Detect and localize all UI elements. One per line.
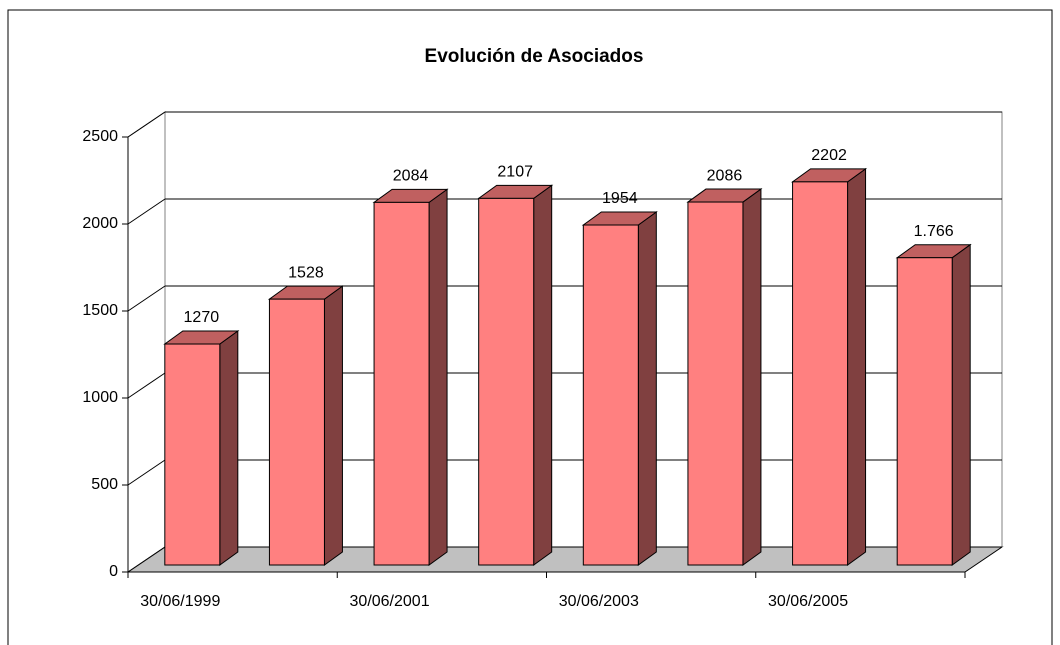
data-label: 1.766	[914, 223, 954, 240]
bar-side	[323, 285, 343, 566]
data-label: 2084	[393, 168, 429, 185]
y-tick-label: 500	[91, 476, 118, 493]
bar-side	[847, 167, 867, 566]
bar	[896, 257, 953, 566]
x-tick-label: 30/06/2003	[559, 593, 639, 610]
bar	[373, 201, 430, 566]
grid-line	[127, 111, 166, 138]
grid-line	[127, 198, 166, 225]
bar	[268, 298, 325, 566]
bar-side	[637, 211, 657, 566]
bar-side	[219, 330, 239, 566]
bar	[582, 224, 639, 566]
y-tick-label: 1500	[82, 302, 118, 319]
bar	[478, 197, 535, 566]
x-tick-label: 30/06/1999	[140, 593, 220, 610]
y-tick-label: 2000	[82, 215, 118, 232]
grid-line	[127, 459, 166, 486]
bar	[164, 343, 221, 566]
data-label: 1954	[602, 190, 638, 207]
floor	[126, 546, 1004, 573]
grid-line	[127, 546, 166, 573]
bar	[687, 201, 744, 566]
data-label: 1528	[288, 264, 324, 281]
data-label: 1270	[184, 309, 220, 326]
y-tick-label: 1000	[82, 389, 118, 406]
data-label: 2107	[497, 164, 533, 181]
bar-side	[428, 188, 448, 566]
bar	[792, 181, 849, 566]
x-tick-label: 30/06/2001	[350, 593, 430, 610]
bar-side	[533, 184, 553, 566]
data-label: 2086	[707, 167, 743, 184]
grid-line	[127, 372, 166, 399]
bar-side	[951, 243, 971, 566]
data-label: 2202	[811, 147, 847, 164]
chart-title: Evolución de Asociados	[425, 46, 644, 67]
bar-side	[742, 188, 762, 566]
y-tick-label: 2500	[82, 128, 118, 145]
y-tick-label: 0	[109, 563, 118, 580]
grid-line	[127, 285, 166, 312]
x-tick-label: 30/06/2005	[768, 593, 848, 610]
